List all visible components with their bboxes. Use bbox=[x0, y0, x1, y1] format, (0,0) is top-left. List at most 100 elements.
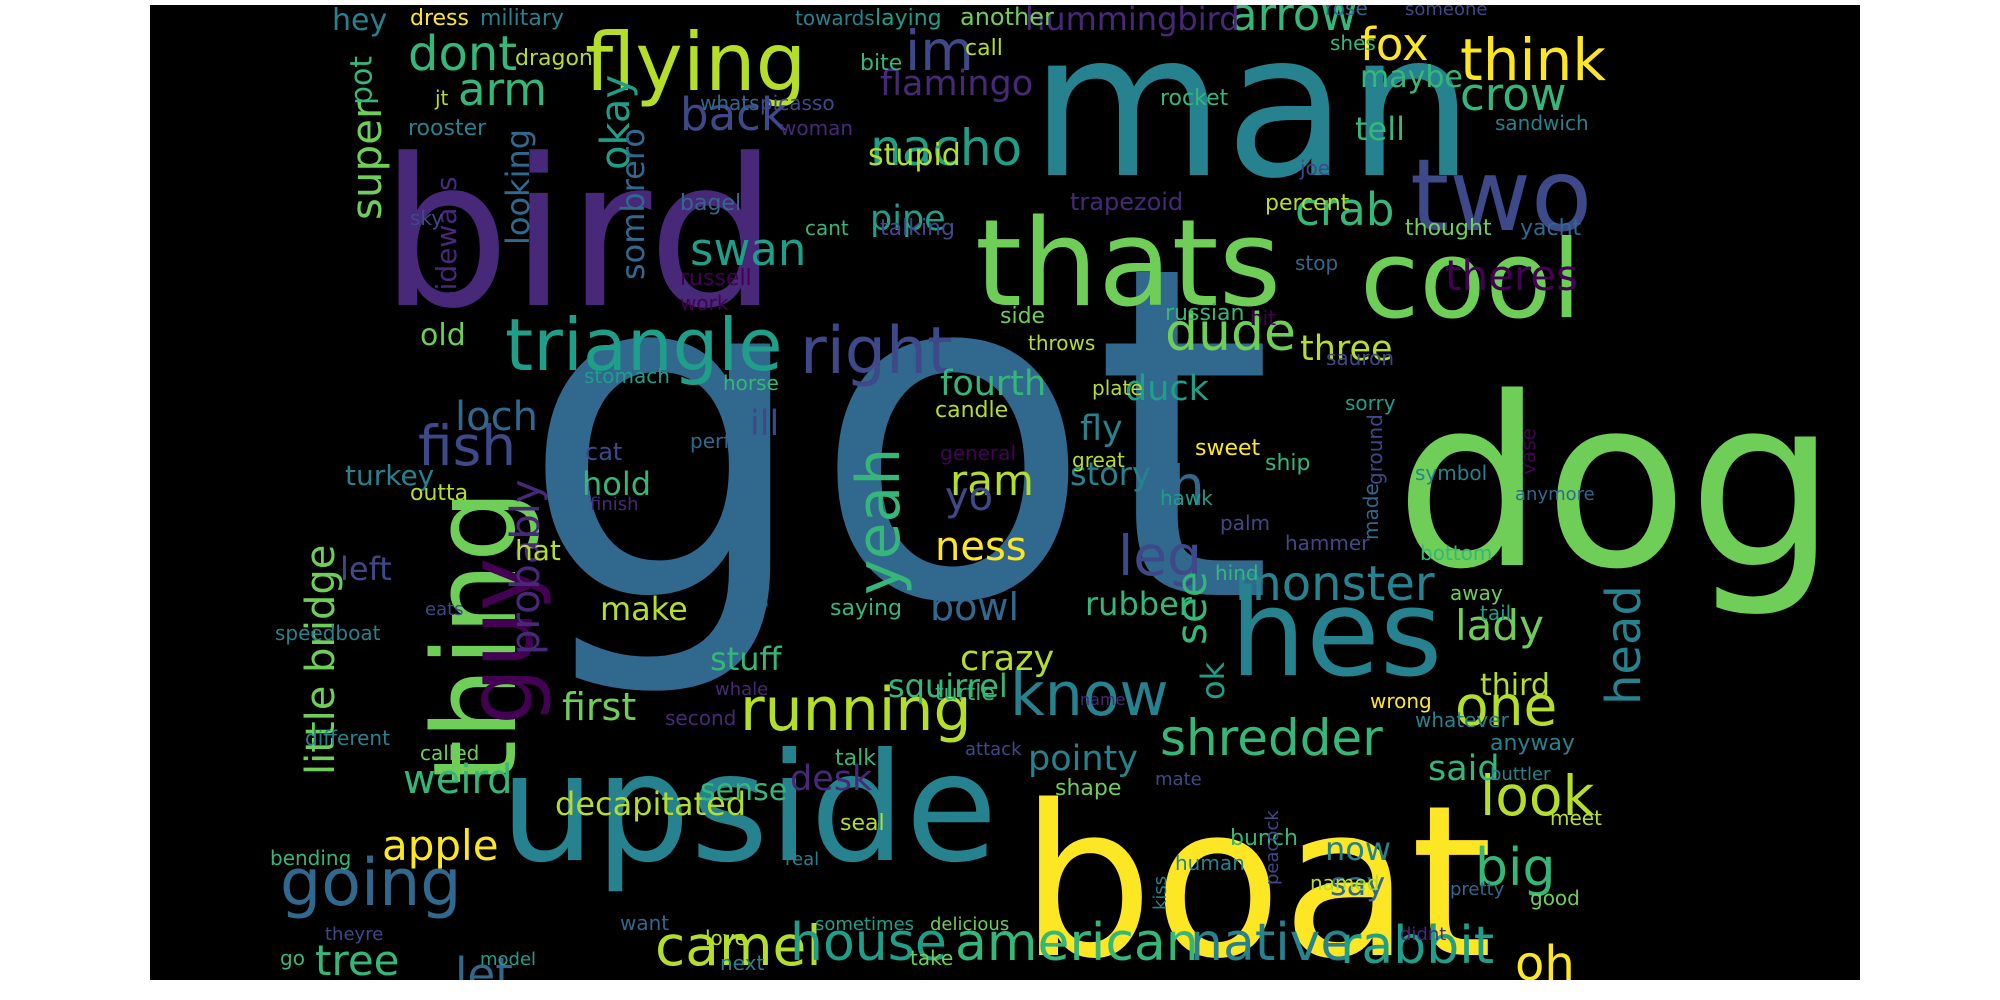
word-uh: uh bbox=[1135, 454, 1205, 518]
word-whats: whats bbox=[700, 91, 760, 115]
word-crow: crow bbox=[1460, 68, 1567, 121]
word-third: third bbox=[1480, 668, 1550, 703]
word-cant: cant bbox=[805, 216, 849, 240]
word-ill: ill bbox=[750, 404, 779, 444]
word-cloud: got man bird dog boat upside thats hes two cool th… bbox=[150, 5, 1860, 980]
word-speedboat: speedboat bbox=[275, 621, 381, 645]
word-hat: hat bbox=[515, 534, 561, 567]
word-delicious: delicious bbox=[930, 914, 1009, 935]
word-work: work bbox=[680, 291, 729, 315]
word-loch: loch bbox=[455, 394, 538, 440]
word-little-bridge: little bridge bbox=[298, 545, 344, 775]
word-sauron: sauron bbox=[1326, 346, 1394, 370]
word-second: second bbox=[665, 706, 736, 730]
word-throws: throws bbox=[1028, 331, 1095, 355]
word-triangle: triangle bbox=[505, 303, 783, 387]
word-upside: upside bbox=[500, 722, 998, 896]
word-american: american bbox=[955, 913, 1199, 973]
word-hummingbird: hummingbird bbox=[1025, 5, 1240, 38]
word-one: one bbox=[1455, 674, 1557, 738]
word-attack: attack bbox=[965, 739, 1022, 760]
word-someone: someone bbox=[1405, 5, 1488, 20]
word-fly: fly bbox=[1080, 409, 1123, 449]
word-another: another bbox=[960, 5, 1054, 31]
word-person: person bbox=[723, 473, 769, 610]
word-thought: thought bbox=[1405, 216, 1492, 241]
word-hammer: hammer bbox=[1285, 531, 1370, 555]
word-arrow: arrow bbox=[1230, 5, 1357, 41]
word-ram: ram bbox=[950, 456, 1034, 505]
word-tell: tell bbox=[1355, 110, 1405, 148]
word-tree: tree bbox=[315, 936, 400, 980]
word-flamingo: flamingo bbox=[880, 64, 1033, 104]
word-im: im bbox=[905, 19, 974, 83]
word-stop: stop bbox=[1295, 251, 1338, 275]
word-finish: finish bbox=[590, 494, 639, 515]
word-super: super bbox=[342, 101, 391, 220]
word-talking: talking bbox=[880, 216, 955, 241]
word-sense: sense bbox=[700, 773, 787, 808]
word-sombrero: sombrero bbox=[614, 128, 652, 280]
word-sometimes: sometimes bbox=[815, 914, 914, 935]
word-outta: outta bbox=[410, 481, 468, 506]
word-cat: cat bbox=[585, 438, 622, 466]
word-said: said bbox=[1428, 749, 1500, 789]
word-yo: yo bbox=[945, 474, 993, 520]
word-buttler: buttler bbox=[1490, 764, 1551, 785]
word-ship: ship bbox=[1265, 451, 1310, 476]
word-arm: arm bbox=[458, 63, 547, 116]
word-talk: talk bbox=[835, 746, 876, 771]
word-let: let bbox=[455, 948, 513, 980]
word-make: make bbox=[600, 590, 688, 628]
word-stuff: stuff bbox=[710, 640, 783, 678]
word-horse: horse bbox=[723, 371, 779, 395]
word-front: front bbox=[950, 571, 998, 595]
word-hit: hit bbox=[1250, 306, 1276, 330]
word-ok: ok bbox=[1194, 661, 1232, 700]
word-human: human bbox=[1175, 851, 1245, 875]
word-military: military bbox=[480, 6, 564, 31]
word-turtle: turtle bbox=[935, 681, 995, 706]
word-bowl: bowl bbox=[930, 585, 1019, 629]
word-rooster: rooster bbox=[408, 116, 487, 141]
word-weird: weird bbox=[403, 757, 513, 803]
word-next: next bbox=[720, 951, 764, 975]
word-going: going bbox=[280, 846, 462, 921]
word-vase: vase bbox=[1516, 428, 1540, 475]
word-head: head bbox=[1596, 585, 1652, 705]
word-yeah: yeah bbox=[844, 448, 914, 595]
word-guy: guy bbox=[448, 558, 553, 725]
word-love: love bbox=[705, 926, 747, 950]
word-sky: sky bbox=[410, 206, 443, 230]
word-go: go bbox=[280, 946, 305, 970]
word-eats: eats bbox=[425, 599, 464, 620]
word-running: running bbox=[740, 675, 972, 745]
word-sideways: sideways bbox=[430, 176, 463, 305]
word-fox: fox bbox=[1360, 18, 1429, 71]
word-real: real bbox=[785, 849, 819, 870]
word-two: two bbox=[1410, 137, 1592, 254]
word-didnt: didnt bbox=[1400, 924, 1446, 945]
word-see: see bbox=[1167, 571, 1216, 645]
word-look: look bbox=[1480, 764, 1595, 828]
word-picasso: picasso bbox=[760, 91, 835, 115]
word-anyway: anyway bbox=[1490, 731, 1575, 756]
word-man: man bbox=[1030, 5, 1474, 223]
word-pointy: pointy bbox=[1028, 739, 1138, 779]
word-bite: bite bbox=[860, 51, 902, 76]
word-dog: dog bbox=[1395, 348, 1837, 621]
word-different: different bbox=[305, 726, 390, 750]
word-bending: bending bbox=[270, 846, 351, 870]
word-back: back bbox=[680, 88, 787, 141]
word-squirrel: squirrel bbox=[888, 667, 1008, 705]
word-russell: russell bbox=[680, 266, 752, 291]
word-leg: leg bbox=[1118, 524, 1202, 588]
word-theres: theres bbox=[1445, 251, 1578, 300]
word-lady: lady bbox=[1455, 601, 1544, 650]
word-crazy: crazy bbox=[960, 639, 1054, 679]
word-call: call bbox=[965, 36, 1003, 61]
word-camel: camel bbox=[655, 914, 822, 978]
word-decapitated: decapitated bbox=[555, 785, 746, 823]
word-hes: hes bbox=[1230, 565, 1442, 704]
word-nacho: nacho bbox=[870, 119, 1022, 177]
